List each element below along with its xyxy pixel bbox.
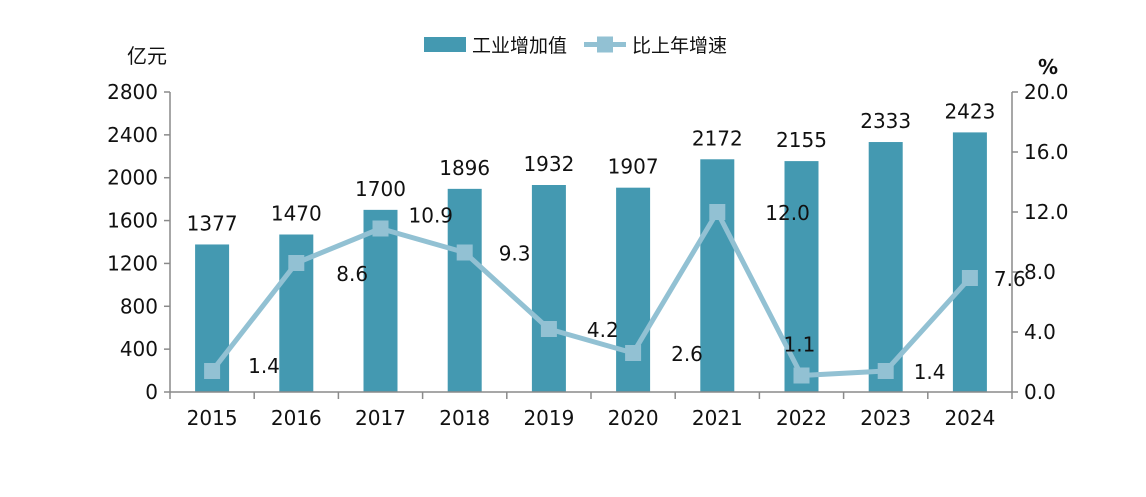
data-labels: 1377 1470 1700 1896 1932 1907 2172 2155 2333 2423…	[187, 99, 1026, 384]
left-tick-label: 800	[120, 294, 158, 318]
bar-value-label: 2155	[776, 128, 827, 152]
left-tick-label: 1600	[107, 209, 158, 233]
growth-line	[210, 209, 972, 378]
x-tick-label: 2018	[439, 406, 490, 430]
right-tick-label: 4.0	[1024, 320, 1056, 344]
bar-value-label: 1932	[523, 152, 574, 176]
bar	[868, 142, 903, 392]
left-tick-label: 1200	[107, 251, 158, 275]
x-tick-label: 2019	[523, 406, 574, 430]
left-tick-label: 400	[120, 337, 158, 361]
growth-value-label: 1.4	[248, 354, 280, 378]
growth-marker	[456, 244, 473, 261]
legend-line-label: 比上年增速	[632, 35, 727, 57]
x-tick-label: 2024	[944, 406, 995, 430]
growth-marker	[625, 345, 642, 361]
growth-value-label: 9.3	[499, 242, 531, 266]
x-tick-label: 2021	[692, 406, 743, 430]
bar	[531, 185, 566, 392]
bar-value-label: 1377	[187, 211, 238, 235]
x-tick-label: 2020	[608, 406, 659, 430]
x-tick-label: 2016	[271, 406, 322, 430]
right-tick-label: 0.0	[1024, 380, 1056, 404]
x-tick-label: 2022	[776, 406, 827, 430]
axes: 0 400 800 1200 1600 2000 2400 2800 0.0 4.0 8.0 12.0…	[107, 80, 1068, 430]
bar-value-label: 1896	[439, 156, 490, 180]
growth-marker	[540, 321, 557, 337]
growth-marker	[288, 255, 305, 271]
right-tick-label: 8.0	[1024, 260, 1056, 284]
left-tick-label: 0	[145, 380, 158, 404]
growth-value-label: 1.1	[784, 333, 816, 357]
x-tick-label: 2015	[187, 406, 238, 430]
legend: 工业增加值 比上年增速	[424, 35, 727, 57]
growth-marker	[793, 367, 810, 384]
growth-marker	[961, 270, 978, 286]
bar-value-label: 1470	[271, 202, 322, 226]
growth-marker	[204, 363, 221, 379]
bar	[700, 159, 735, 392]
bar	[952, 132, 987, 392]
growth-value-label: 8.6	[336, 262, 368, 286]
right-axis-unit: %	[1038, 55, 1058, 79]
left-tick-label: 2400	[107, 123, 158, 147]
x-tick-label: 2023	[860, 406, 911, 430]
growth-value-label: 2.6	[671, 342, 703, 366]
right-tick-label: 16.0	[1024, 140, 1069, 164]
bars	[195, 132, 987, 392]
growth-marker	[372, 220, 389, 237]
legend-bar-swatch	[424, 37, 466, 52]
left-tick-label: 2000	[107, 166, 158, 190]
bar-value-label: 2423	[944, 99, 995, 123]
x-tick-label: 2017	[355, 406, 406, 430]
growth-marker	[877, 363, 894, 379]
growth-value-label: 7.6	[994, 267, 1026, 291]
bar-value-label: 1907	[608, 155, 659, 179]
bar	[363, 209, 398, 392]
bar	[447, 188, 482, 392]
left-axis-unit: 亿元	[127, 44, 167, 68]
growth-value-label: 1.4	[914, 360, 946, 384]
legend-line-marker	[597, 36, 613, 53]
bar-value-label: 2172	[692, 126, 743, 150]
growth-value-label: 10.9	[409, 204, 454, 228]
bar-value-label: 2333	[860, 109, 911, 133]
growth-value-label: 4.2	[587, 318, 619, 342]
right-tick-label: 20.0	[1024, 80, 1069, 104]
growth-line-series	[204, 204, 978, 384]
growth-marker	[709, 204, 726, 220]
growth-value-label: 12.0	[765, 201, 810, 225]
right-tick-label: 12.0	[1024, 200, 1069, 224]
legend-bar-label: 工业增加值	[472, 35, 567, 57]
bar-value-label: 1700	[355, 177, 406, 201]
left-tick-label: 2800	[107, 80, 158, 104]
bar	[616, 187, 651, 392]
